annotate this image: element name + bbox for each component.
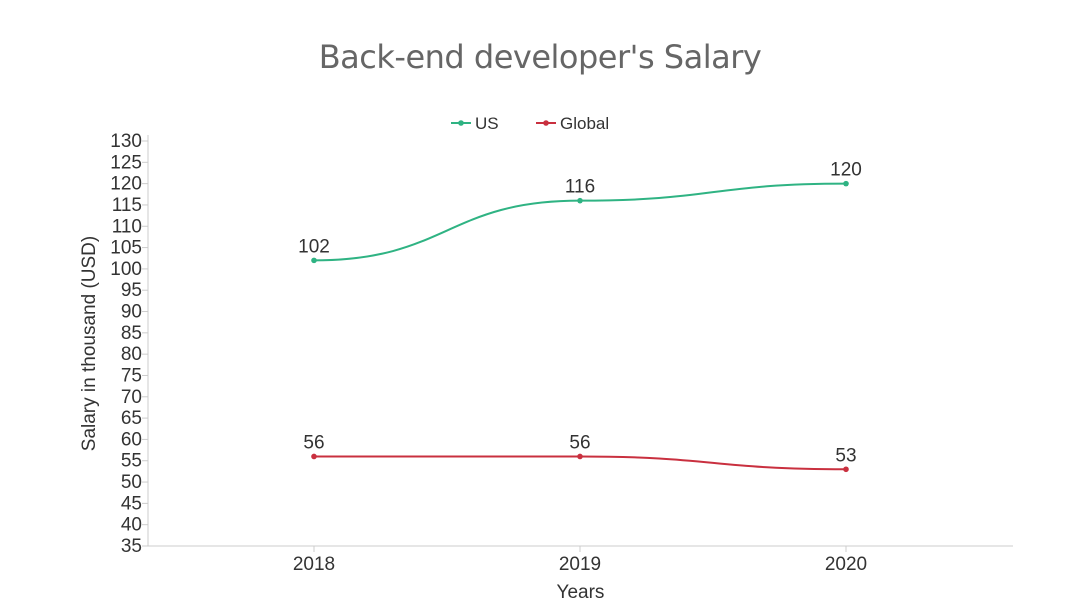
legend-marker-icon <box>458 120 464 126</box>
data-point[interactable] <box>577 453 583 460</box>
legend-label: US <box>475 114 499 133</box>
x-axis-title: Years <box>557 582 605 603</box>
series-global: 56 56 53 <box>303 432 857 473</box>
y-tick-label: 90 <box>121 302 142 323</box>
legend-item-global[interactable]: Global <box>536 114 609 133</box>
x-tick-label: 2019 <box>559 554 601 575</box>
y-tick-label: 50 <box>121 472 142 493</box>
y-tick-label: 40 <box>121 515 142 536</box>
chart-title: Back-end developer's Salary <box>318 38 762 76</box>
legend-marker-icon <box>543 120 549 126</box>
x-tick-label: 2018 <box>293 554 335 575</box>
y-tick-label: 45 <box>121 493 142 514</box>
y-tick-label: 130 <box>110 131 142 152</box>
data-point[interactable] <box>577 197 583 204</box>
y-tick-label: 85 <box>121 323 142 344</box>
y-tick-label: 70 <box>121 387 142 408</box>
y-tick-label: 95 <box>121 280 142 301</box>
data-point[interactable] <box>843 466 849 473</box>
y-axis-ticks: 3540455055606570758085909510010511011512… <box>110 131 148 557</box>
y-tick-label: 60 <box>121 429 142 450</box>
y-tick-label: 75 <box>121 365 142 386</box>
y-tick-label: 125 <box>110 152 142 173</box>
data-label: 56 <box>303 432 324 453</box>
data-point[interactable] <box>311 453 317 460</box>
y-tick-label: 115 <box>112 195 142 216</box>
series-layer: 102 116 120 56 56 53 <box>298 160 862 473</box>
y-tick-label: 80 <box>121 344 142 365</box>
data-point[interactable] <box>311 257 317 264</box>
legend-item-us[interactable]: US <box>451 114 499 133</box>
y-tick-label: 120 <box>110 174 142 195</box>
legend: US Global <box>451 114 609 133</box>
x-axis-ticks: 2018 2019 2020 <box>293 546 867 575</box>
data-label: 120 <box>830 160 862 181</box>
y-tick-label: 105 <box>110 238 142 259</box>
y-tick-label: 55 <box>121 451 142 472</box>
data-label: 56 <box>569 432 590 453</box>
data-label: 116 <box>565 177 595 198</box>
y-axis-title: Salary in thousand (USD) <box>79 236 100 451</box>
y-tick-label: 110 <box>112 216 142 237</box>
data-label: 53 <box>835 445 856 466</box>
data-point[interactable] <box>843 180 849 187</box>
legend-label: Global <box>560 114 609 133</box>
y-tick-label: 35 <box>121 536 142 557</box>
y-tick-label: 100 <box>110 259 142 280</box>
x-tick-label: 2020 <box>825 554 867 575</box>
y-tick-label: 65 <box>121 408 142 429</box>
data-label: 102 <box>298 236 330 257</box>
series-us: 102 116 120 <box>298 160 862 264</box>
